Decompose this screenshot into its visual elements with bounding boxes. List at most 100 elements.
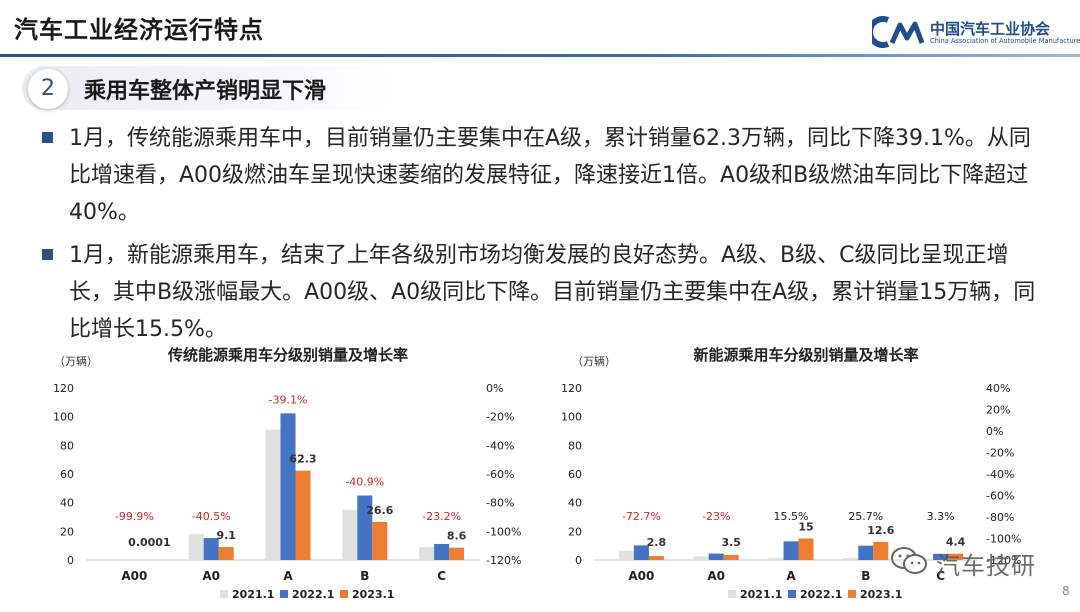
legend-label: 2021.1 [232,588,274,601]
bar-2021.1 [189,534,204,560]
y-tick-label: 20 [568,525,582,538]
growth-rate-label: 15.5% [774,510,809,523]
bullet-item: 1月，传统能源乘用车中，目前销量仍主要集中在A级，累计销量62.3万辆，同比下降… [42,120,1052,231]
category-label: C [437,569,446,583]
legend-label: 2021.1 [740,588,782,601]
bar-2023.1 [649,556,664,560]
category-label: A [283,569,293,583]
wechat-watermark: 汽车技研 [890,540,1050,582]
growth-rate-label: 3.3% [927,510,955,523]
data-label: 0.0001 [128,536,170,549]
square-bullet-icon [42,132,53,143]
bar-2022.1 [858,546,873,560]
y-tick-label: 40 [568,497,582,510]
y-tick-label: 20 [60,525,74,538]
growth-rate-label: -40.9% [345,476,384,489]
y-tick-label: 80 [60,439,74,452]
y-tick-label: 0 [575,554,582,567]
legend-label: 2022.1 [800,588,842,601]
y2-tick-label: -40% [986,468,1014,481]
y-tick-label: 100 [561,411,582,424]
y2-tick-label: 20% [986,404,1010,417]
bar-2022.1 [709,554,724,560]
bar-2023.1 [873,542,888,560]
y2-tick-label: -20% [486,411,514,424]
legend-swatch [728,590,736,598]
data-label: 9.1 [216,529,236,542]
category-label: B [861,569,870,583]
bullet-list: 1月，传统能源乘用车中，目前销量仍主要集中在A级，累计销量62.3万辆，同比下降… [42,120,1052,354]
category-label: A0 [202,569,220,583]
bar-2022.1 [281,413,296,560]
data-label: 2.8 [647,536,667,549]
caam-logo-icon [872,16,928,48]
legend-swatch [280,590,288,598]
legend-label: 2023.1 [352,588,394,601]
slide-title: 汽车工业经济运行特点 [14,10,264,45]
y2-tick-label: -60% [486,468,514,481]
bar-2023.1 [724,555,739,560]
category-label: A [786,569,796,583]
bar-2021.1 [694,556,709,560]
page-number: 8 [1062,584,1070,598]
y2-tick-label: -120% [486,554,521,567]
bar-2023.1 [449,548,464,560]
growth-rate-label: -99.9% [115,510,154,523]
growth-rate-label: -40.5% [192,510,231,523]
data-label: 3.5 [721,536,741,549]
legend-swatch [340,590,348,598]
y-tick-label: 80 [568,439,582,452]
y-tick-label: 60 [60,468,74,481]
y-tick-label: 120 [53,382,74,395]
logo-english-name: China Association of Automobile Manufact… [930,37,1080,45]
bar-2021.1 [266,430,281,560]
legend-label: 2022.1 [292,588,334,601]
data-label: 26.6 [366,504,393,517]
bar-2023.1 [296,471,311,560]
header-divider [0,54,1080,57]
growth-rate-label: -39.1% [269,393,308,406]
bar-2022.1 [434,544,449,560]
y-tick-label: 120 [561,382,582,395]
y2-tick-label: 40% [986,382,1010,395]
section-title: 乘用车整体产销明显下滑 [84,73,326,105]
y-tick-label: 40 [60,497,74,510]
bar-2023.1 [219,547,234,560]
bar-2021.1 [342,510,357,560]
bar-2023.1 [372,522,387,560]
slide-header: 汽车工业经济运行特点 中国汽车工业协会 China Association of… [0,0,1080,56]
wechat-icon [890,546,928,576]
growth-rate-label: -23% [702,510,730,523]
bar-2023.1 [799,539,814,561]
y2-tick-label: 0% [986,425,1003,438]
y2-tick-label: -20% [986,447,1014,460]
square-bullet-icon [42,249,53,260]
watermark-text: 汽车技研 [936,546,1036,581]
y-tick-label: 100 [53,411,74,424]
category-label: A0 [707,569,725,583]
y-axis-unit-label: （万辆） [54,354,98,368]
y2-tick-label: 0% [486,382,503,395]
bar-2022.1 [784,541,799,560]
y2-tick-label: -40% [486,439,514,452]
legend-swatch [220,590,228,598]
bar-2021.1 [843,558,858,560]
bullet-item: 1月，新能源乘用车，结束了上年各级别市场均衡发展的良好态势。A级、B级、C级同比… [42,237,1052,348]
legend-swatch [788,590,796,598]
bullet-text: 1月，传统能源乘用车中，目前销量仍主要集中在A级，累计销量62.3万辆，同比下降… [69,120,1052,231]
section-heading: 2 乘用车整体产销明显下滑 [0,64,460,114]
chart-title: 传统能源乘用车分级别销量及增长率 [167,346,408,364]
y2-tick-label: -80% [986,511,1014,524]
y-axis-unit-label: （万辆） [572,354,616,368]
y2-tick-label: -100% [486,525,521,538]
section-number: 2 [28,69,68,109]
growth-rate-label: 25.7% [848,510,883,523]
caam-logo: 中国汽车工业协会 China Association of Automobile… [872,16,1072,50]
data-label: 8.6 [447,530,467,543]
bar-2021.1 [419,547,434,560]
bar-2021.1 [769,558,784,560]
logo-chinese-name: 中国汽车工业协会 [930,18,1050,39]
category-label: A00 [628,569,654,583]
y2-tick-label: -60% [986,490,1014,503]
